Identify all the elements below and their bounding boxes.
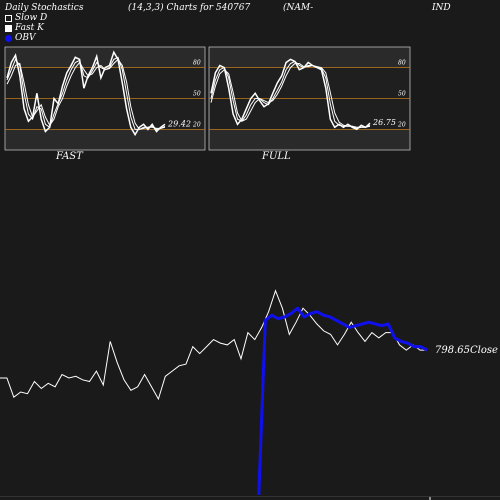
- legend-item-obv: OBV: [5, 33, 36, 43]
- full-tick-label: 20: [397, 121, 406, 128]
- obv-line: [257, 306, 428, 496]
- full-end-value-label: 26.75: [372, 118, 396, 127]
- legend-label: OBV: [15, 33, 36, 43]
- exchange-label: IND: [432, 3, 451, 13]
- close-price-line: [0, 289, 427, 401]
- obv-swatch-icon: [5, 34, 12, 42]
- chart-params: (14,3,3) Charts for 540767: [128, 3, 251, 13]
- full-tick-label: 50: [398, 91, 406, 98]
- legend-label: Fast K: [15, 23, 44, 33]
- full-slow-d-2-line: [210, 63, 371, 128]
- legend-item-fast-k: Fast K: [5, 23, 44, 33]
- full-panel-label: FULL: [262, 151, 291, 162]
- fast-panel-label: FAST: [56, 151, 83, 162]
- full-tick-label: 80: [398, 60, 406, 67]
- full-fast-k-line: [210, 58, 371, 131]
- chart-title: Daily Stochastics: [5, 3, 84, 13]
- fast-tick-label: 80: [193, 60, 201, 67]
- fast-tick-label: 20: [192, 121, 201, 128]
- fast-end-value-label: 29.42: [167, 119, 191, 128]
- full-slow-d-line: [210, 60, 371, 129]
- fast-slow-d-2-line: [6, 58, 166, 130]
- price-obv-panel: 798.65Close: [0, 289, 500, 500]
- fast-k-swatch-icon: [5, 24, 12, 32]
- legend-item-slow-d: Slow D: [5, 13, 47, 23]
- legend-label: Slow D: [15, 13, 48, 23]
- slow-d-swatch-icon: [5, 14, 12, 22]
- stock-name: (NAM-: [283, 3, 314, 13]
- close-value-label: 798.65Close: [435, 345, 498, 356]
- fast-slow-d-line: [6, 56, 166, 130]
- fast-tick-label: 50: [193, 91, 201, 98]
